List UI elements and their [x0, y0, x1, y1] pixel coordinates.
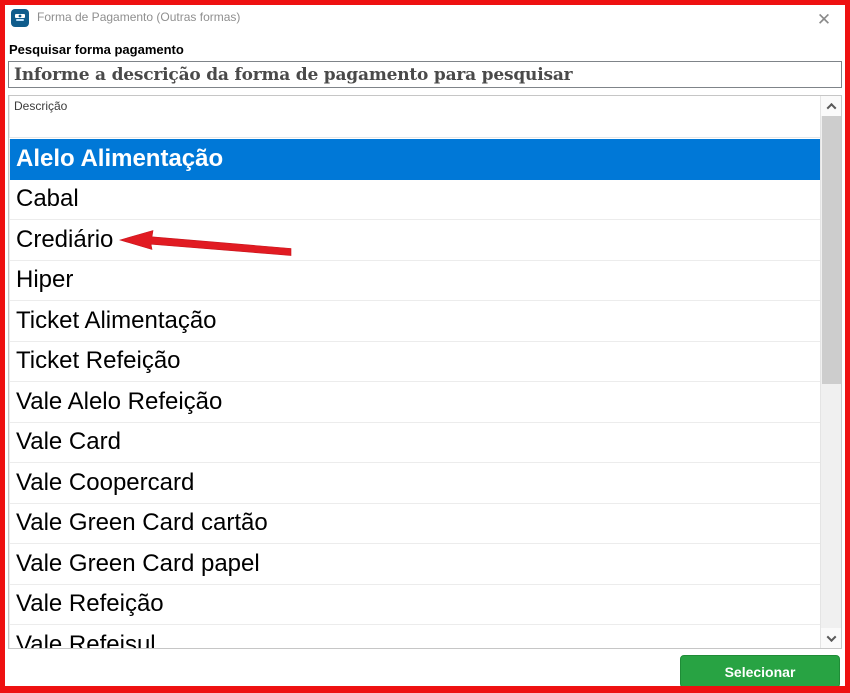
table-row[interactable]: Hiper	[10, 260, 820, 301]
row-label: Cabal	[16, 185, 79, 213]
payment-grid: Descrição Alelo Alimentação Cabal Crediá…	[8, 95, 842, 649]
grid-body: Alelo Alimentação Cabal Crediário Hiper …	[9, 139, 820, 648]
row-label: Vale Card	[16, 428, 121, 456]
row-label: Crediário	[16, 225, 114, 253]
app-icon	[11, 9, 29, 27]
row-label: Alelo Alimentação	[16, 144, 224, 172]
row-label: Vale Green Card cartão	[16, 509, 268, 537]
row-label: Ticket Refeição	[16, 347, 181, 375]
table-row[interactable]: Vale Green Card cartão	[10, 503, 820, 544]
row-label: Ticket Alimentação	[16, 306, 217, 334]
titlebar: Forma de Pagamento (Outras formas) ✕	[5, 5, 845, 35]
table-row[interactable]: Vale Card	[10, 422, 820, 463]
scroll-up-icon[interactable]	[821, 96, 841, 116]
row-label: Vale Alelo Refeição	[16, 387, 223, 415]
search-input[interactable]	[8, 61, 842, 88]
table-row[interactable]: Vale Coopercard	[10, 463, 820, 504]
row-label: Vale Coopercard	[16, 468, 195, 496]
window-title: Forma de Pagamento (Outras formas)	[37, 10, 241, 24]
vertical-scrollbar[interactable]	[820, 96, 841, 648]
select-button[interactable]: Selecionar	[680, 655, 840, 688]
table-row[interactable]: Ticket Refeição	[10, 341, 820, 382]
table-row[interactable]: Vale Alelo Refeição	[10, 382, 820, 423]
close-icon[interactable]: ✕	[816, 10, 832, 29]
scrollbar-thumb[interactable]	[822, 116, 841, 384]
row-label: Vale Refeisul	[16, 630, 156, 648]
table-row[interactable]: Crediário	[10, 220, 820, 261]
row-label: Vale Refeição	[16, 590, 164, 618]
row-label: Hiper	[16, 266, 74, 294]
table-row[interactable]: Vale Refeição	[10, 584, 820, 625]
search-label: Pesquisar forma pagamento	[9, 42, 184, 57]
column-header-descricao[interactable]: Descrição	[9, 96, 820, 138]
row-label: Vale Green Card papel	[16, 549, 260, 577]
scroll-down-icon[interactable]	[821, 628, 841, 648]
table-row[interactable]: Vale Green Card papel	[10, 544, 820, 585]
table-row[interactable]: Vale Refeisul	[10, 625, 820, 648]
table-row[interactable]: Ticket Alimentação	[10, 301, 820, 342]
table-row[interactable]: Alelo Alimentação	[10, 139, 820, 180]
table-row[interactable]: Cabal	[10, 179, 820, 220]
